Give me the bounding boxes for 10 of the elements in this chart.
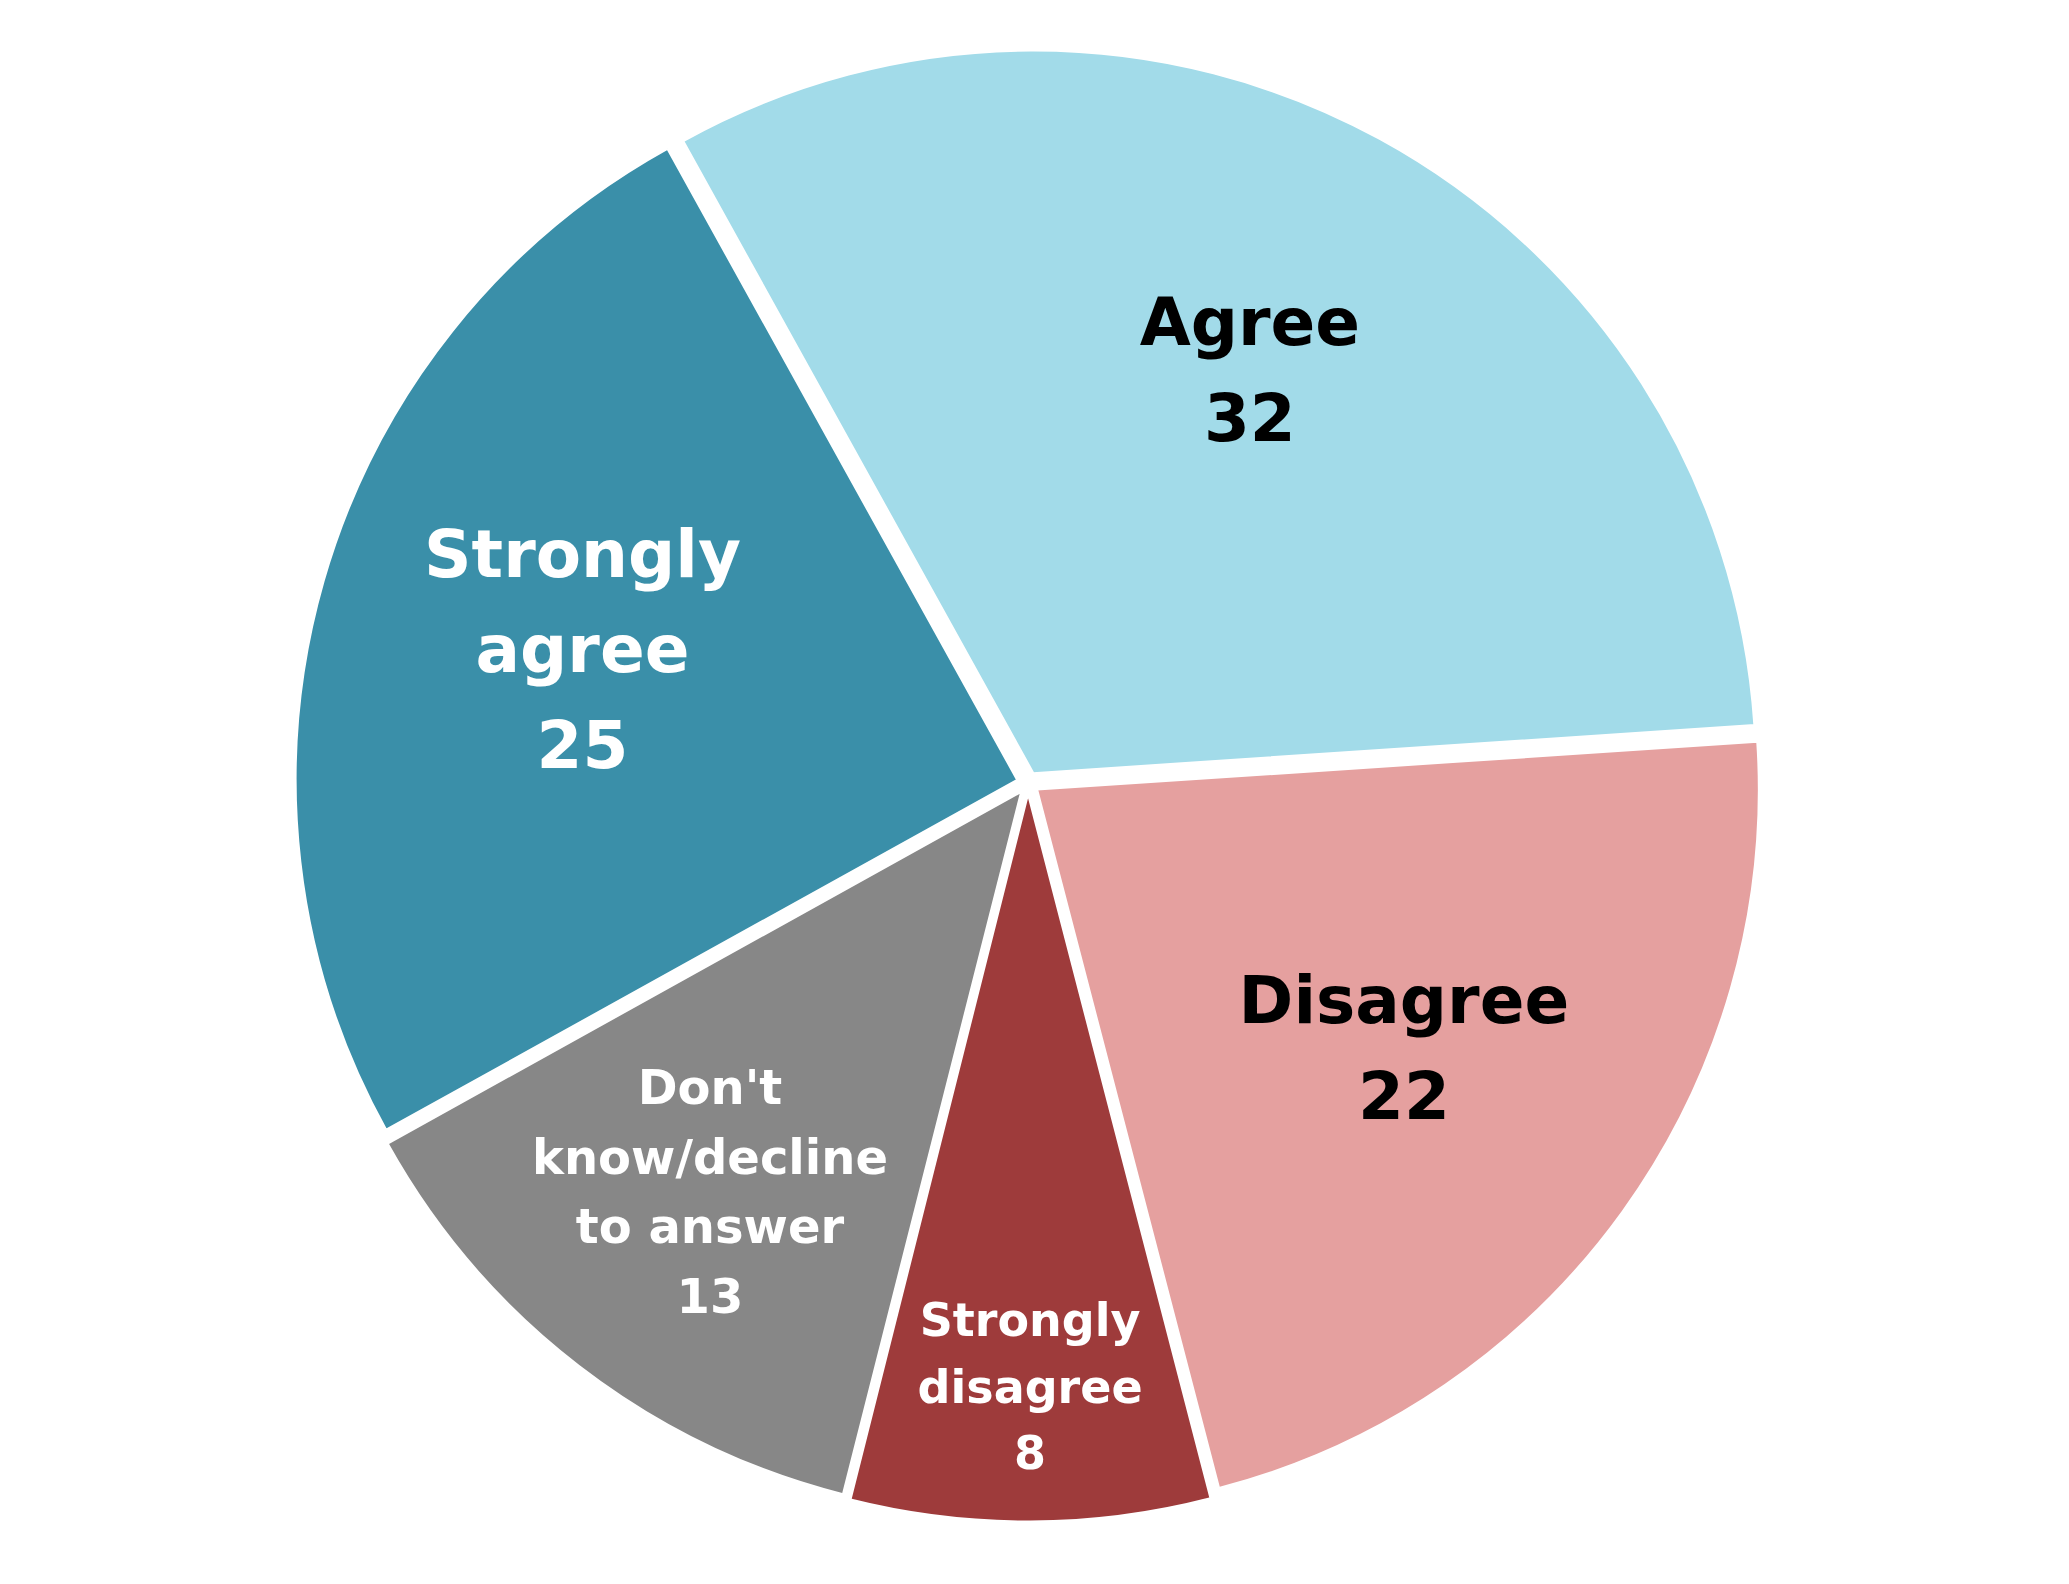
slice-label: Strongly agree	[424, 515, 741, 689]
data-label: 32	[1203, 380, 1296, 458]
slice-label: Disagree	[1238, 962, 1570, 1040]
data-label: 8	[1014, 1426, 1047, 1481]
slice-label: Don't know/decline to answer	[532, 1059, 888, 1255]
data-label: 13	[676, 1267, 744, 1324]
slice-label: Strongly disagree	[917, 1293, 1143, 1414]
data-label: 25	[536, 707, 629, 785]
data-label: 22	[1357, 1058, 1450, 1136]
slice-label: Agree	[1139, 284, 1361, 362]
